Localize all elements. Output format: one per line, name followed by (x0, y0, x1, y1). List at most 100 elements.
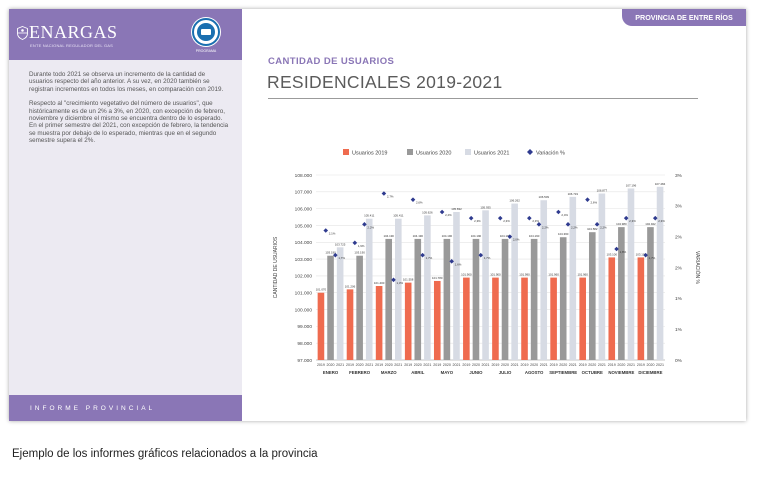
description-paragraph-2: Respecto al "crecimiento vegetativo del … (29, 100, 229, 145)
variation-marker (585, 197, 590, 202)
y2-tick-label: 0% (675, 358, 683, 364)
year-tick-label: 2020 (530, 363, 538, 367)
bar-value-label: 104.190 (471, 234, 482, 238)
variation-marker (323, 228, 329, 233)
bar-octubre-2019 (579, 277, 586, 360)
y-tick-label: 99.000 (297, 324, 312, 330)
bar-noviembre-2019 (608, 257, 616, 360)
variation-label: 2,7% (387, 195, 394, 199)
y-tick-label: 100.000 (295, 307, 313, 313)
bar-mayo-2019 (433, 280, 441, 360)
year-tick-label: 2021 (569, 363, 577, 367)
variation-label: 1,7% (649, 256, 656, 260)
bar-agosto-2019 (521, 277, 528, 360)
bar-noviembre-2020 (618, 227, 625, 360)
year-tick-label: 2021 (394, 363, 402, 367)
month-label-abril: ABRIL (411, 370, 425, 375)
bar-value-label: 104.190 (413, 234, 424, 238)
bar-value-label: 101.070 (316, 288, 327, 292)
bar-value-label: 107.196 (626, 183, 637, 187)
variation-marker (565, 222, 571, 227)
bar-enero-2020 (327, 255, 334, 360)
variation-label: 2,3% (474, 219, 481, 223)
y2-tick-label: 3% (675, 173, 683, 179)
variation-label: 1,7% (426, 256, 433, 260)
residential-users-chart: Usuarios 2019 Usuarios 2020 Usuarios 2021 V… (273, 149, 701, 375)
year-tick-label: 2020 (501, 363, 509, 367)
variation-marker (381, 191, 387, 196)
month-label-marzo: MARZO (381, 370, 397, 375)
variation-marker (507, 234, 513, 239)
variation-label: 2,4% (445, 213, 452, 217)
variation-marker (468, 215, 474, 221)
variation-label: 1,7% (484, 256, 491, 260)
month-label-noviembre: NOVIEMBRE (608, 370, 634, 375)
variation-label: 2,4% (561, 213, 568, 217)
variation-marker (594, 222, 600, 227)
bar-enero-2021 (336, 247, 344, 360)
variation-label: 2,2% (367, 225, 374, 229)
year-tick-label: 2020 (617, 363, 625, 367)
bar-value-label: 106.509 (538, 195, 549, 199)
bar-value-label: 107.284 (655, 182, 666, 186)
bar-value-label: 105.411 (364, 214, 375, 218)
footer-label: INFORME PROVINCIAL (30, 405, 156, 412)
year-tick-label: 2020 (443, 363, 451, 367)
y-axis-title: CANTIDAD DE USUARIOS (273, 236, 279, 298)
month-label-septiembre: SEPTIEMBRE (549, 370, 577, 375)
variation-marker (420, 252, 425, 258)
year-tick-label: 2020 (356, 363, 364, 367)
bar-value-label: 104.582 (587, 227, 598, 231)
legend-label-0: Usuarios 2019 (352, 151, 387, 157)
month-label-febrero: FEBRERO (349, 370, 371, 375)
legend-swatch-0 (343, 149, 349, 155)
bar-value-label: 104.190 (500, 234, 511, 238)
year-tick-label: 2021 (511, 363, 519, 367)
year-tick-label: 2019 (462, 363, 470, 367)
year-tick-label: 2020 (385, 363, 393, 367)
variation-label: 1,3% (397, 281, 404, 285)
variation-label: 2,3% (532, 219, 539, 223)
year-tick-label: 2019 (317, 363, 325, 367)
year-tick-label: 2019 (375, 363, 383, 367)
bar-abril-2020 (414, 238, 422, 360)
bar-octubre-2020 (588, 232, 596, 360)
bar-junio-2020 (472, 238, 480, 360)
report-page: ENARGAS ENTE NACIONAL REGULADOR DEL GAS … (9, 9, 746, 421)
bar-octubre-2021 (598, 193, 606, 360)
sidebar-header: ENARGAS ENTE NACIONAL REGULADOR DEL GAS … (9, 9, 242, 60)
bar-value-label: 105.626 (422, 210, 433, 214)
y2-tick-label: 2% (675, 234, 683, 240)
logo-subtitle: ENTE NACIONAL REGULADOR DEL GAS (30, 43, 114, 48)
bar-mayo-2021 (453, 212, 460, 360)
figure-caption: Ejemplo de los informes gráficos relacio… (12, 448, 318, 460)
section-kicker: CANTIDAD DE USUARIOS (268, 56, 395, 67)
year-tick-label: 2020 (327, 363, 335, 367)
variation-label: 2,2% (571, 225, 578, 229)
year-tick-label: 2019 (346, 363, 354, 367)
variation-marker (352, 240, 358, 246)
y-tick-label: 101.000 (295, 291, 313, 297)
bar-value-label: 103.725 (335, 242, 346, 246)
bar-value-label: 104.190 (529, 234, 540, 238)
year-tick-label: 2021 (598, 363, 606, 367)
sidebar-footer: INFORME PROVINCIAL (9, 395, 242, 421)
bar-marzo-2020 (385, 238, 393, 360)
bar-value-label: 103.190 (325, 251, 336, 255)
year-tick-label: 2019 (491, 363, 499, 367)
bar-noviembre-2021 (627, 188, 635, 360)
bar-enero-2019 (317, 292, 325, 360)
legend-swatch-2 (465, 149, 471, 155)
bar-marzo-2021 (395, 218, 402, 360)
variation-label: 2,3% (658, 219, 665, 223)
bar-julio-2020 (501, 238, 509, 360)
year-tick-label: 2020 (559, 363, 567, 367)
y2-tick-label: 1% (675, 296, 683, 302)
variation-label: 2,3% (629, 219, 636, 223)
year-tick-label: 2019 (550, 363, 558, 367)
bar-value-label: 101.990 (519, 273, 530, 277)
enargas-logo: ENARGAS (29, 22, 118, 42)
bar-value-label: 104.190 (383, 234, 394, 238)
bar-septiembre-2021 (569, 196, 577, 360)
bar-septiembre-2020 (559, 237, 567, 360)
